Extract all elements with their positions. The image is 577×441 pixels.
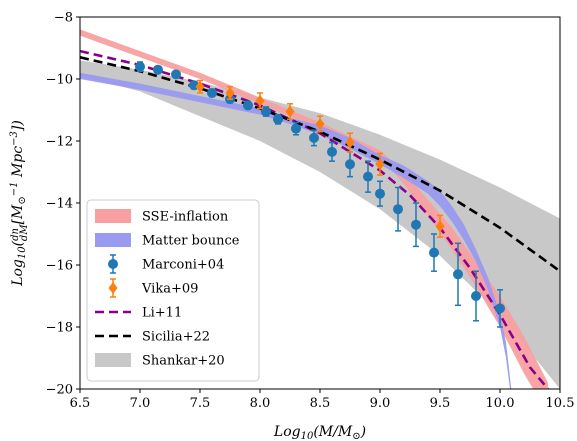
data-point (285, 105, 295, 118)
data-point (207, 87, 217, 98)
x-axis-label: Log10(M/M⊙) (273, 424, 366, 441)
y-tick-label: −16 (46, 259, 73, 274)
data-point (411, 219, 421, 230)
data-point (393, 204, 403, 215)
data-point (225, 86, 235, 99)
data-point (429, 247, 439, 258)
legend-entry-sse-inflation: SSE-inflation (95, 209, 229, 225)
data-point (309, 132, 319, 143)
x-tick-label: 7.0 (130, 396, 151, 411)
data-point (327, 146, 337, 157)
data-point (453, 269, 463, 280)
legend-label: Sicilia+22 (142, 330, 210, 345)
data-point (171, 69, 181, 80)
legend-marker (108, 282, 118, 294)
data-point (153, 64, 163, 75)
x-tick-label: 9.5 (430, 396, 451, 411)
data-point (495, 303, 505, 314)
legend-entry-sicilia-22: Sicilia+22 (95, 330, 210, 345)
data-point (291, 123, 301, 134)
x-tick-label: 9.0 (370, 396, 391, 411)
axis-ticks: 6.5 7.0 7.5 8.0 8.5 9.0 9.5 10.0 10.5 −8 −10 −12 −14… (46, 11, 575, 412)
legend-label: SSE-inflation (142, 210, 229, 225)
y-axis-label: Log10(dndM[M⊙−1 Mpc−3]) (9, 120, 30, 287)
legend-swatch (95, 233, 131, 247)
series-marconi-04 (135, 61, 505, 328)
data-point (471, 291, 481, 301)
data-point (261, 106, 271, 117)
data-point (273, 114, 283, 125)
legend: SSE-inflation Matter bounce Marconi+04 Vika… (86, 199, 260, 382)
data-point (243, 100, 253, 111)
x-tick-label: 8.5 (310, 396, 331, 411)
data-point (195, 80, 205, 93)
legend-label: Matter bounce (142, 234, 240, 249)
y-tick-label: −14 (46, 197, 73, 212)
series-vika-09 (195, 79, 445, 238)
legend-label: Shankar+20 (142, 354, 225, 369)
data-point (135, 61, 145, 72)
data-point (435, 220, 445, 233)
data-point (345, 159, 355, 170)
legend-entry-marconi-04: Marconi+04 (108, 254, 224, 274)
y-tick-label: −8 (54, 11, 73, 26)
legend-swatch (95, 209, 131, 223)
y-tick-label: −20 (46, 383, 73, 398)
plot-area (80, 29, 560, 389)
data-point (345, 136, 355, 149)
x-tick-label: 10.0 (486, 396, 515, 411)
y-tick-label: −10 (46, 73, 73, 88)
legend-entry-shankar-20: Shankar+20 (95, 353, 225, 369)
data-point (375, 188, 385, 199)
data-point (255, 94, 265, 107)
legend-label: Marconi+04 (142, 258, 224, 273)
x-tick-label: 8.0 (250, 396, 271, 411)
data-point (363, 171, 373, 182)
legend-entry-matter-bounce: Matter bounce (95, 233, 240, 249)
line-li-11 (80, 49, 550, 389)
legend-entry-li-11: Li+11 (95, 306, 182, 321)
y-tick-label: −18 (46, 321, 73, 336)
data-point (315, 117, 325, 130)
data-point (375, 158, 385, 171)
x-tick-label: 6.5 (70, 396, 91, 411)
y-tick-label: −12 (46, 135, 73, 150)
x-tick-label: 10.5 (546, 396, 575, 411)
legend-entry-vika-09: Vika+09 (108, 278, 198, 298)
legend-label: Vika+09 (141, 282, 198, 297)
legend-label: Li+11 (142, 306, 182, 321)
legend-marker (108, 259, 118, 269)
x-tick-label: 7.5 (190, 396, 211, 411)
legend-swatch (95, 353, 131, 367)
